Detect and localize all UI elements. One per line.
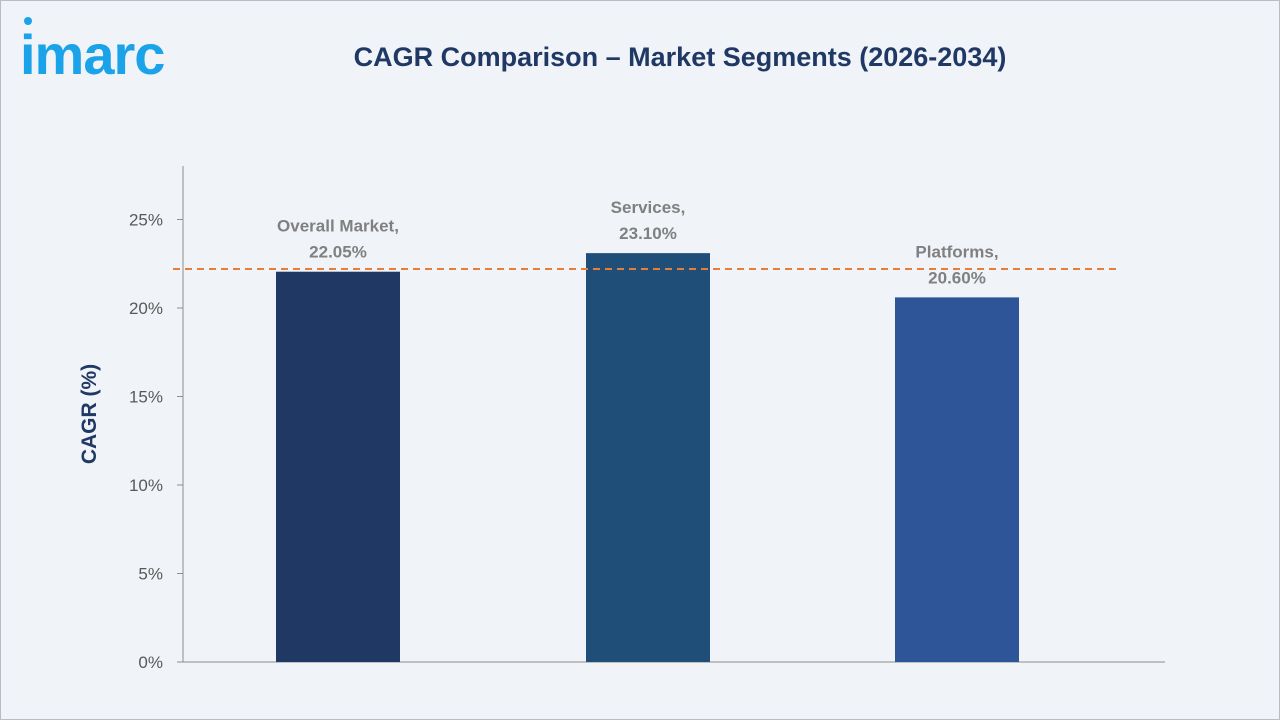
data-label: 23.10% [619, 224, 677, 243]
data-label: Platforms, [915, 242, 998, 261]
data-label: 22.05% [309, 243, 367, 262]
bar-platforms [895, 297, 1019, 662]
chart-title: CAGR Comparison – Market Segments (2026-… [353, 42, 1007, 72]
data-label: 20.60% [928, 268, 986, 287]
svg-text:imarc: imarc [20, 23, 164, 84]
y-tick-label: 15% [129, 388, 163, 407]
data-label: Overall Market, [277, 217, 399, 236]
data-label: Services, [611, 198, 686, 217]
y-tick-label: 10% [129, 476, 163, 495]
y-tick-label: 25% [129, 211, 163, 230]
y-tick-label: 0% [138, 653, 163, 672]
bar-overall-market [276, 271, 400, 662]
y-axis-title: CAGR (%) [78, 364, 101, 464]
y-tick-label: 20% [129, 299, 163, 318]
imarc-logo: imarc [20, 17, 165, 84]
bar-services [586, 253, 710, 662]
y-tick-label: 5% [138, 565, 163, 584]
